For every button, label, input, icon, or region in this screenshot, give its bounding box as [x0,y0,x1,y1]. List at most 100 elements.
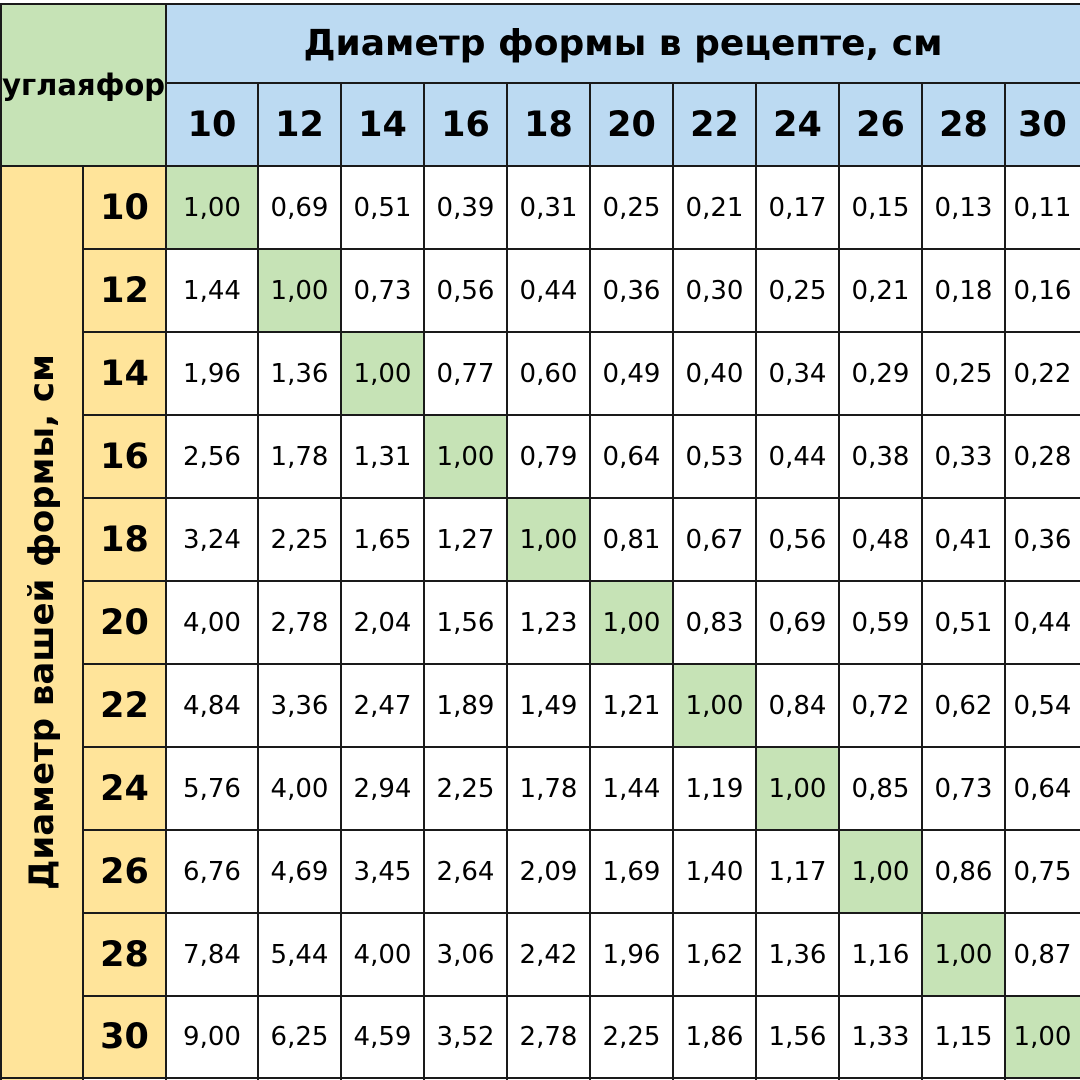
table-cell: 0,29 [851,358,910,389]
row-header: 22 [83,664,166,747]
row-group-title: Диаметр вашей формы, см [21,354,62,890]
table-cell: 0,33 [934,441,993,472]
grid-line [589,83,591,1080]
row-header: 16 [83,415,166,498]
grid-line [83,414,1080,416]
column-header: 30 [1005,83,1080,166]
table-cell: 4,59 [353,1022,412,1052]
grid-line [672,83,674,1080]
table-cell: 0,36 [602,275,661,306]
grid-line [166,82,1080,84]
column-header: 14 [341,83,424,166]
table-cell: 0,34 [768,358,827,389]
grid-line [257,83,259,1080]
table-cell: 0,16 [1013,275,1072,306]
table-cell: 1,36 [768,939,827,970]
table-cell: 0,28 [1013,441,1072,472]
table-cell: 1,16 [851,939,910,970]
table-cell: 0,72 [851,690,910,721]
table-cell: 1,19 [685,773,744,804]
table-cell: 1,00 [166,166,258,249]
table-cell: 0,75 [1013,856,1072,887]
grid-line [0,3,2,1080]
table-cell: 2,78 [270,607,329,638]
table-cell: 0,54 [1013,690,1072,721]
grid-line [0,3,1080,5]
table-cell: 9,00 [183,1022,241,1052]
row-header: 20 [83,581,166,664]
grid-line [83,912,1080,914]
table-cell: 0,15 [851,192,910,223]
table-cell: 1,96 [602,939,661,970]
grid-line [83,995,1080,997]
column-header: 26 [839,83,922,166]
table-cell: 1,27 [436,524,495,555]
table-cell: 0,36 [1013,524,1072,555]
table-cell: 0,44 [1013,607,1072,638]
table-cell: 1,00 [258,249,341,332]
table-cell: 0,49 [602,358,661,389]
table-cell: 1,40 [685,856,744,887]
table-cell: 2,25 [602,1022,661,1052]
table-cell: 0,11 [1013,192,1072,223]
column-header: 20 [590,83,673,166]
grid-line [838,83,840,1080]
table-cell: 0,81 [602,524,661,555]
table-cell: 1,56 [768,1022,827,1052]
table-cell: 0,31 [519,192,578,223]
column-header: 28 [922,83,1005,166]
table-cell: 1,00 [922,913,1005,996]
corner-label-line: Круглая [0,67,96,102]
grid-line [0,165,1080,167]
row-header: 18 [83,498,166,581]
column-header: 22 [673,83,756,166]
table-cell: 2,04 [353,607,412,638]
column-header: 12 [258,83,341,166]
table-cell: 1,31 [353,441,412,472]
table-cell: 0,44 [768,441,827,472]
table-cell: 0,51 [353,192,412,223]
table-cell: 1,78 [270,441,329,472]
table-cell: 0,85 [851,773,910,804]
table-cell: 0,64 [1013,773,1072,804]
table-cell: 1,15 [934,1022,993,1052]
table-cell: 1,62 [685,939,744,970]
table-cell: 6,76 [183,856,241,887]
table-cell: 1,21 [602,690,661,721]
table-cell: 1,00 [1005,996,1080,1078]
table-cell: 2,25 [436,773,495,804]
table-cell: 2,64 [436,856,495,887]
table-cell: 0,69 [270,192,329,223]
table-cell: 1,00 [839,830,922,913]
table-cell: 1,69 [602,856,661,887]
table-cell: 1,49 [519,690,578,721]
table-cell: 0,69 [768,607,827,638]
grid-line [755,83,757,1080]
table-cell: 1,96 [183,358,241,389]
table-cell: 0,51 [934,607,993,638]
table-cell: 4,69 [270,856,329,887]
table-cell: 0,18 [934,275,993,306]
table-cell: 0,53 [685,441,744,472]
table-cell: 0,62 [934,690,993,721]
table-cell: 2,47 [353,690,412,721]
table-cell: 1,23 [519,607,578,638]
column-header: 16 [424,83,507,166]
table-cell: 0,44 [519,275,578,306]
grid-line [83,497,1080,499]
grid-line [921,83,923,1080]
row-header: 24 [83,747,166,830]
row-header: 28 [83,913,166,996]
table-cell: 3,45 [353,856,412,887]
table-cell: 4,00 [353,939,412,970]
table-cell: 4,84 [183,690,241,721]
grid-line [83,746,1080,748]
table-cell: 0,84 [768,690,827,721]
corner-label: Круглаяформа [0,3,208,166]
grid-line [165,3,167,1080]
table-cell: 4,00 [183,607,241,638]
table-cell: 0,13 [934,192,993,223]
table-cell: 1,17 [768,856,827,887]
table-cell: 0,17 [768,192,827,223]
table-cell: 2,56 [183,441,241,472]
